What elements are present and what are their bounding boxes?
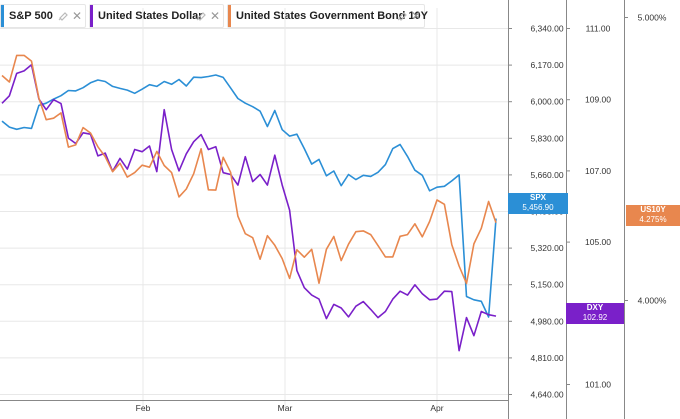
spx-tag-value: 5,456.90 bbox=[522, 203, 554, 212]
legend-label: S&P 500 bbox=[9, 10, 53, 22]
dxy-tick-label: 101.00 bbox=[585, 380, 611, 390]
close-icon[interactable]: ✕ bbox=[71, 9, 83, 23]
spx-tick-label: 5,320.00 bbox=[530, 243, 563, 253]
us10y-tag-symbol: US10Y bbox=[640, 205, 666, 214]
spx-tick-label: 6,170.00 bbox=[530, 60, 563, 70]
spx-tick-label: 5,150.00 bbox=[530, 280, 563, 290]
spx-tick-label: 5,830.00 bbox=[530, 133, 563, 143]
dxy-price-tag: DXY 102.92 bbox=[566, 303, 624, 324]
us10y-tick-label: 5.000% bbox=[638, 13, 667, 23]
pin-icon[interactable] bbox=[195, 10, 207, 22]
x-tick-label: Apr bbox=[430, 403, 443, 413]
dxy-tag-symbol: DXY bbox=[586, 303, 604, 312]
legend-tab-dxy[interactable]: United States Dollar ✕ bbox=[89, 4, 224, 28]
spx-tag-symbol: SPX bbox=[529, 193, 546, 202]
spx-tick-label: 4,640.00 bbox=[530, 390, 563, 400]
pin-icon[interactable] bbox=[57, 10, 69, 22]
us10y-series-line bbox=[1, 54, 497, 285]
dxy-series-line bbox=[1, 64, 497, 352]
legend-color-bar bbox=[228, 5, 231, 27]
spx-tick-label: 6,000.00 bbox=[530, 97, 563, 107]
grid bbox=[0, 8, 508, 408]
dxy-tick-label: 105.00 bbox=[585, 237, 611, 247]
legend-color-bar bbox=[1, 5, 4, 27]
close-icon[interactable]: ✕ bbox=[209, 9, 221, 23]
x-tick-label: Feb bbox=[136, 403, 151, 413]
pin-icon[interactable] bbox=[396, 10, 408, 22]
spx-tick-label: 5,660.00 bbox=[530, 170, 563, 180]
dxy-tag-value: 102.92 bbox=[582, 313, 608, 322]
dxy-tick-label: 109.00 bbox=[585, 95, 611, 105]
us10y-tag-value: 4.275% bbox=[639, 215, 667, 224]
dxy-tick-label: 111.00 bbox=[586, 24, 611, 34]
tick-labels: Feb Mar Apr 6,340.00 6,170.00 6,000.00 5,830.0… bbox=[136, 13, 667, 414]
spx-tick-label: 4,810.00 bbox=[530, 353, 563, 363]
us10y-tick-label: 4.000% bbox=[638, 296, 667, 306]
spx-series-line bbox=[1, 74, 497, 318]
dxy-tick-label: 107.00 bbox=[585, 166, 611, 176]
legend-label: United States Dollar bbox=[98, 10, 203, 22]
spx-tick-label: 6,340.00 bbox=[530, 24, 563, 34]
x-tick-label: Mar bbox=[278, 403, 293, 413]
series-lines bbox=[1, 54, 497, 352]
us10y-price-tag: US10Y 4.275% bbox=[626, 205, 680, 226]
legend-color-bar bbox=[90, 5, 93, 27]
legend-label: United States Government Bond 10Y bbox=[236, 10, 428, 22]
legend-tab-spx[interactable]: S&P 500 ✕ bbox=[0, 4, 86, 28]
spx-price-tag: SPX 5,456.90 bbox=[508, 193, 568, 214]
spx-tick-label: 4,980.00 bbox=[530, 316, 563, 326]
close-icon[interactable]: ✕ bbox=[410, 9, 422, 23]
legend-tab-us10y[interactable]: United States Government Bond 10Y ✕ bbox=[227, 4, 428, 28]
